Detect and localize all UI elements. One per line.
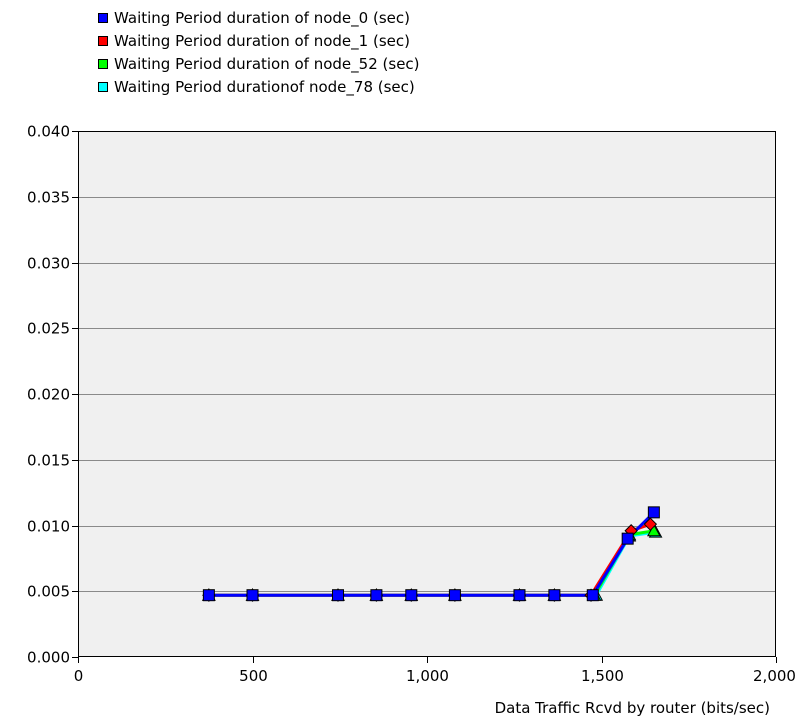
y-tick-label: 0.035 [27,189,70,207]
legend-label-node-78: Waiting Period durationof node_78 (sec) [114,77,415,96]
data-point-series-0 [405,589,418,602]
data-point-series-0 [621,532,634,545]
y-tick-label: 0.005 [27,583,70,601]
plot-frame [78,131,776,657]
legend-item-node-78: Waiting Period durationof node_78 (sec) [98,75,420,98]
y-tick-label: 0.030 [27,255,70,273]
legend-swatch-node-1 [98,35,108,46]
legend-swatch-node-0 [98,12,108,23]
data-point-series-0 [332,589,345,602]
legend-swatch-node-52 [98,58,108,69]
x-tick-label: 2,000 [753,667,796,685]
x-tick-label: 0 [74,667,84,685]
data-point-series-0 [448,589,461,602]
data-point-series-1 [643,517,658,531]
legend-item-node-1: Waiting Period duration of node_1 (sec) [98,29,420,52]
y-tick-label: 0.000 [27,649,70,667]
legend-label-node-1: Waiting Period duration of node_1 (sec) [114,31,410,50]
y-tick-label: 0.015 [27,452,70,470]
legend-label-node-52: Waiting Period duration of node_52 (sec) [114,54,420,73]
y-tick-label: 0.020 [27,386,70,404]
data-point-series-0 [202,589,215,602]
series-markers [202,506,663,602]
data-point-series-0 [586,589,599,602]
x-tick-label: 1,000 [406,667,449,685]
x-tick-label: 1,500 [581,667,624,685]
data-point-series-0 [370,589,383,602]
x-tick-label: 500 [239,667,268,685]
x-axis: 0 500 1,000 1,500 2,000 [74,657,796,685]
legend-item-node-0: Waiting Period duration of node_0 (sec) [98,6,420,29]
chart-legend: Waiting Period duration of node_0 (sec) … [98,6,420,98]
data-point-series-0 [246,589,259,602]
y-tick-label: 0.025 [27,320,70,338]
legend-label-node-0: Waiting Period duration of node_0 (sec) [114,8,410,27]
legend-swatch-node-78 [98,81,108,92]
x-axis-label: Data Traffic Rcvd by router (bits/sec) [495,699,770,717]
gridlines [78,197,776,592]
y-axis: 0.000 0.005 0.010 0.015 0.020 0.025 0.030 0.035… [27,123,78,667]
data-point-series-0 [513,589,526,602]
data-point-series-0 [647,506,660,519]
data-point-series-0 [548,589,561,602]
legend-item-node-52: Waiting Period duration of node_52 (sec) [98,52,420,75]
y-tick-label: 0.040 [27,123,70,141]
y-tick-label: 0.010 [27,518,70,536]
